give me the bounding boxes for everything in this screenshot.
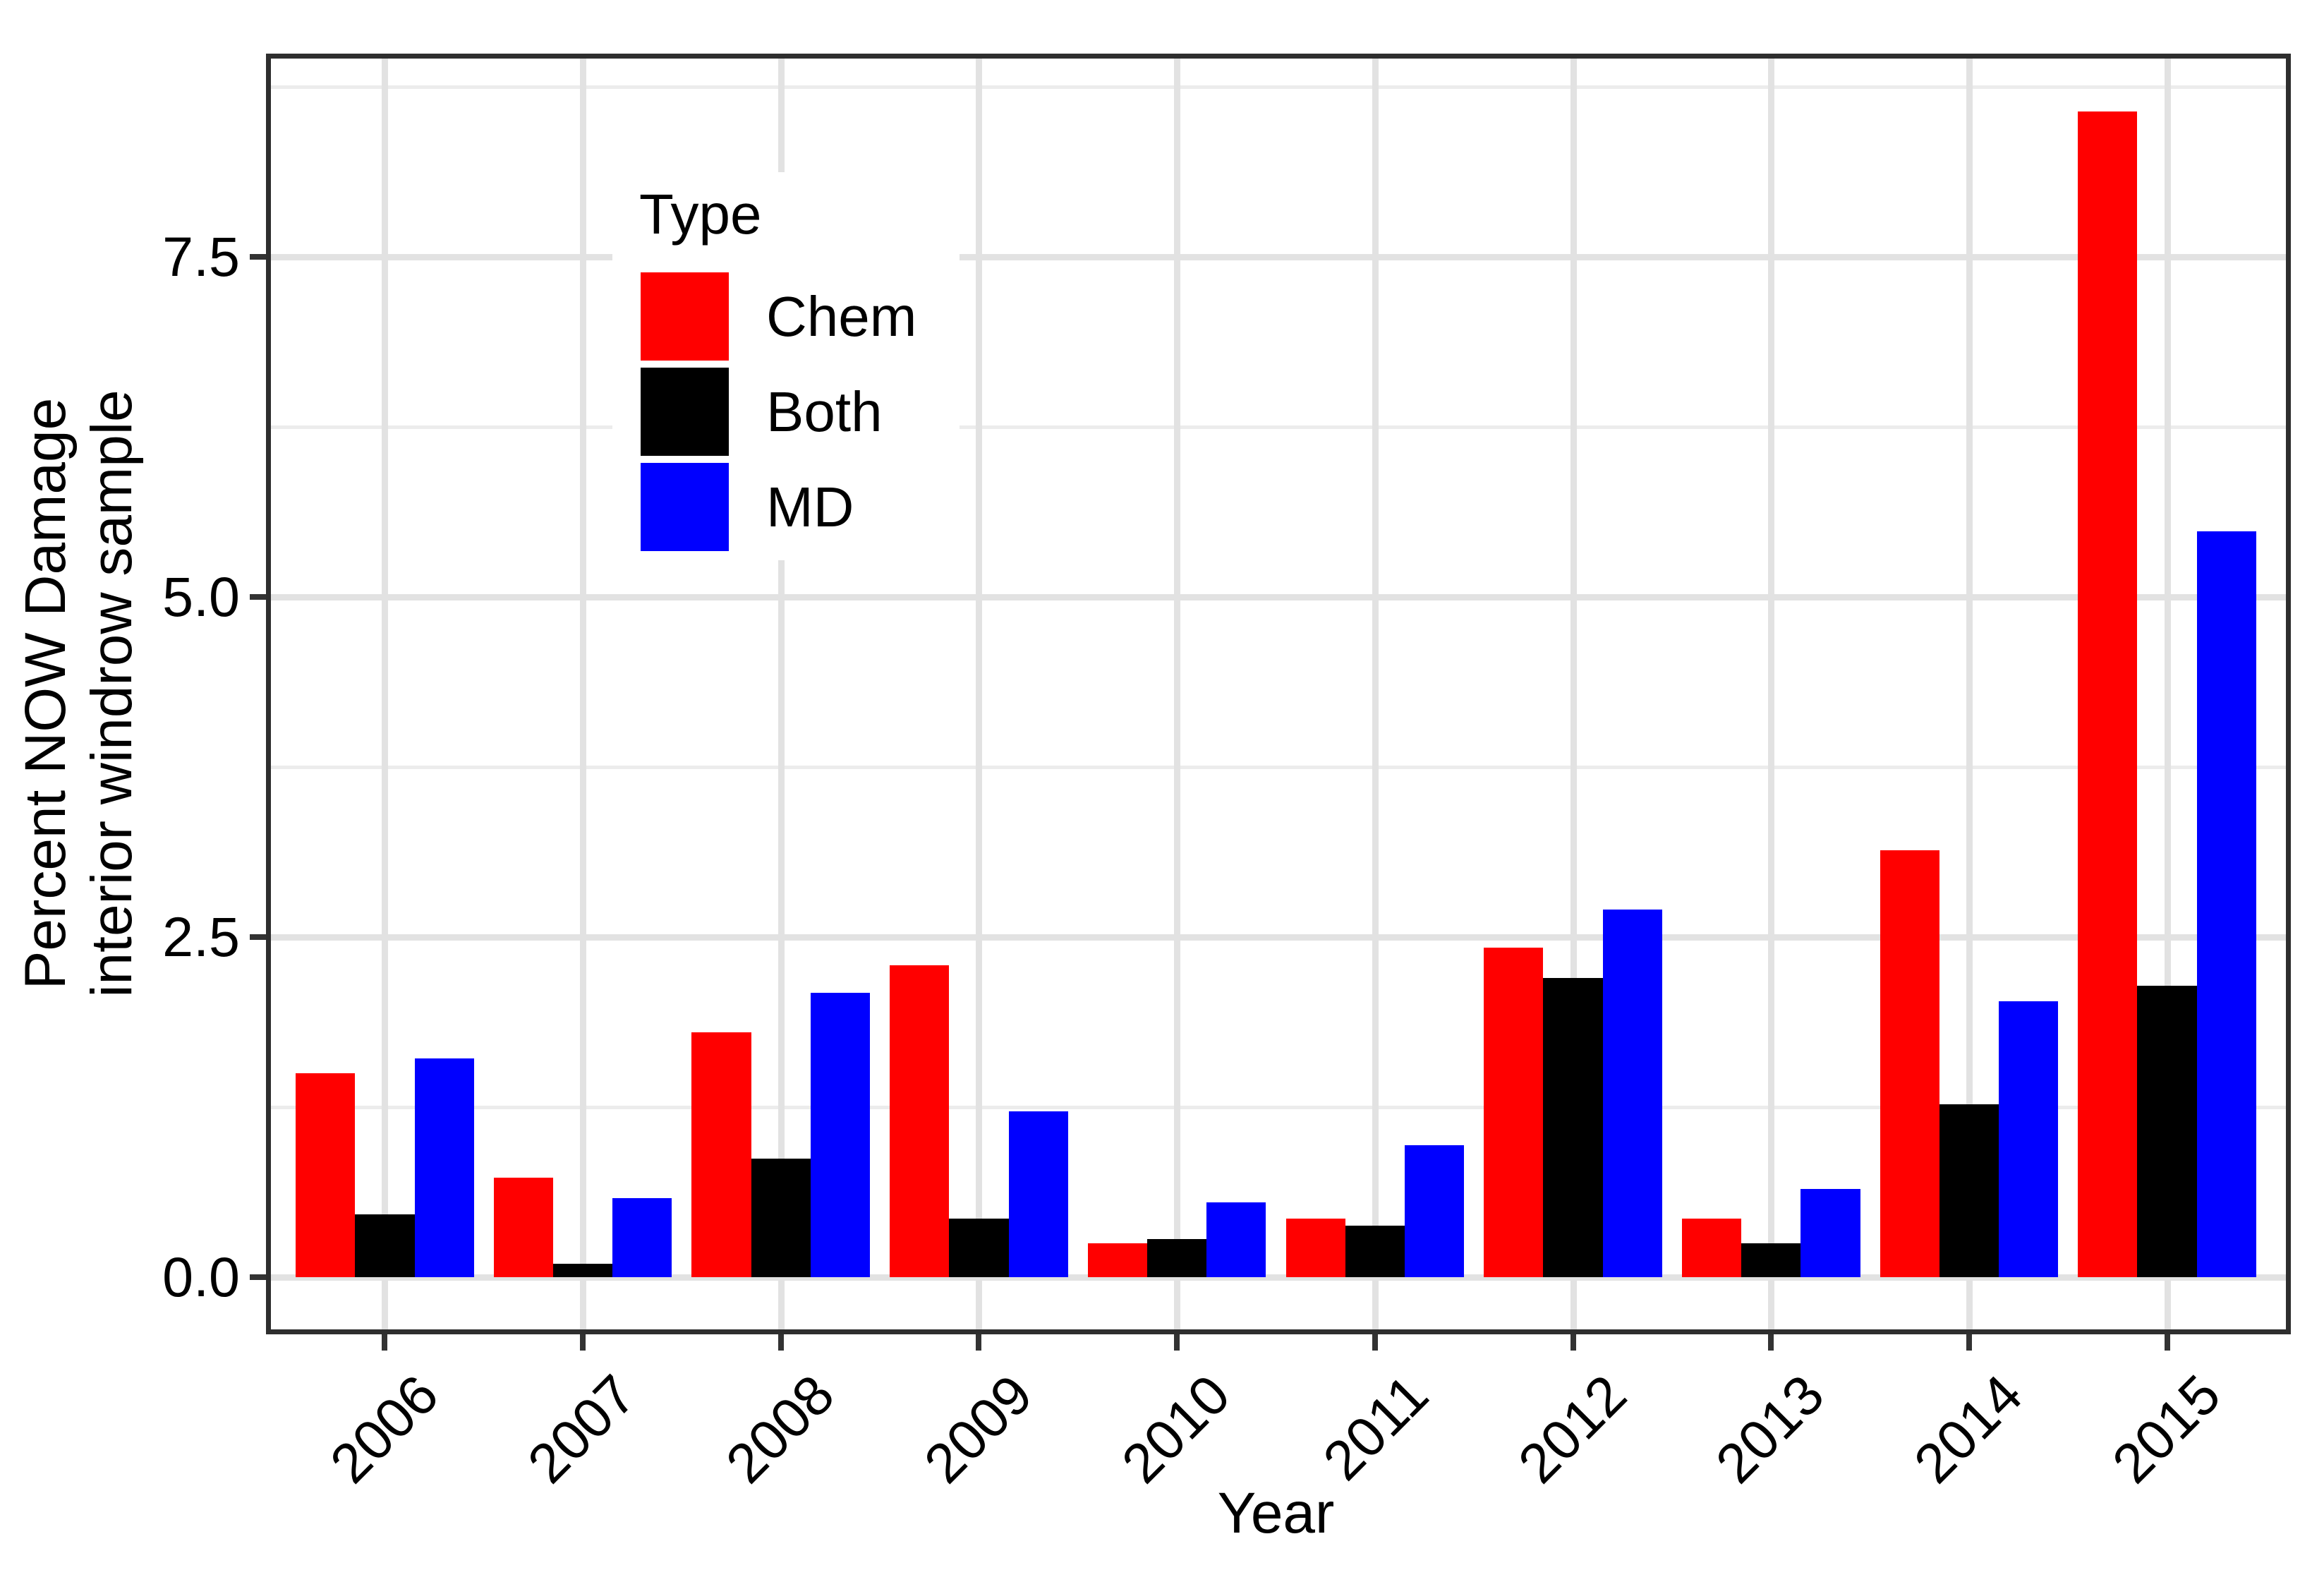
bar-2006-md [414, 1058, 474, 1277]
x-major-gridline [580, 59, 587, 1329]
bar-2011-both [1345, 1225, 1405, 1277]
y-minor-gridline [271, 1106, 2286, 1109]
y-major-gridline [271, 254, 2286, 260]
x-tick-label-2010: 2010 [1110, 1363, 1242, 1495]
x-major-gridline [382, 59, 389, 1329]
y-tick-label-5.0: 5.0 [162, 565, 240, 628]
y-axis-title: Percent NOW Damage interior windrow samp… [13, 390, 145, 997]
bar-2011-chem [1285, 1219, 1345, 1277]
x-tick-label-2009: 2009 [912, 1363, 1044, 1495]
legend-swatch-md [641, 463, 729, 551]
x-tick-mark [1966, 1334, 1972, 1351]
x-tick-label-2013: 2013 [1704, 1363, 1836, 1495]
bar-2014-chem [1880, 850, 1939, 1277]
y-tick-mark [250, 254, 266, 260]
y-minor-gridline [271, 425, 2286, 429]
x-tick-mark [1768, 1334, 1774, 1351]
legend-entry-md: MD [641, 463, 937, 551]
bar-2015-both [2137, 986, 2197, 1277]
x-major-gridline [976, 59, 983, 1329]
y-tick-label-7.5: 7.5 [162, 225, 240, 288]
bar-2015-md [2196, 531, 2256, 1277]
x-major-gridline [1768, 59, 1775, 1329]
x-major-gridline [1372, 59, 1379, 1329]
bar-2010-both [1147, 1239, 1207, 1277]
bar-2007-both [552, 1263, 613, 1277]
x-tick-label-2007: 2007 [516, 1363, 648, 1495]
legend-swatch-chem [641, 272, 729, 361]
bar-2013-both [1741, 1243, 1801, 1277]
bar-2008-md [810, 993, 871, 1277]
y-major-gridline [271, 1274, 2286, 1281]
y-tick-label-0.0: 0.0 [162, 1245, 240, 1308]
bar-2009-chem [890, 965, 950, 1277]
bar-2013-chem [1681, 1219, 1742, 1277]
x-tick-label-2015: 2015 [2100, 1363, 2232, 1495]
x-tick-label-2014: 2014 [1901, 1363, 2035, 1495]
bar-2012-chem [1484, 948, 1544, 1277]
x-tick-mark [382, 1334, 388, 1351]
x-tick-mark [580, 1334, 586, 1351]
x-tick-mark [777, 1334, 784, 1351]
legend-swatch-both [641, 368, 729, 456]
bar-2007-chem [493, 1178, 553, 1277]
x-tick-mark [2164, 1334, 2170, 1351]
bar-2011-md [1404, 1145, 1465, 1277]
x-tick-label-2011: 2011 [1310, 1363, 1440, 1492]
bar-2014-both [1939, 1104, 1999, 1277]
x-tick-label-2006: 2006 [317, 1363, 450, 1495]
legend-entry-chem: Chem [641, 272, 937, 361]
y-tick-mark [250, 594, 266, 600]
y-axis-title-line-2: interior windrow sample [80, 390, 144, 998]
y-minor-gridline [271, 766, 2286, 769]
x-tick-mark [1174, 1334, 1180, 1351]
x-tick-label-2012: 2012 [1506, 1363, 1638, 1495]
legend-label-chem: Chem [766, 284, 917, 348]
x-tick-label-2008: 2008 [713, 1363, 846, 1495]
x-major-gridline [1174, 59, 1181, 1329]
x-tick-mark [976, 1334, 982, 1351]
legend-entry-both: Both [641, 368, 937, 456]
x-axis-title: Year [1217, 1481, 1335, 1545]
bar-2006-chem [296, 1073, 356, 1277]
y-minor-gridline [271, 85, 2286, 89]
y-tick-label-2.5: 2.5 [162, 905, 240, 968]
bar-2007-md [612, 1198, 672, 1277]
x-major-gridline [1966, 59, 1973, 1329]
bar-2009-both [949, 1219, 1009, 1277]
y-axis-title-line-1: Percent NOW Damage [13, 397, 78, 990]
y-tick-mark [250, 1274, 266, 1280]
bar-2012-md [1602, 910, 1662, 1277]
y-major-gridline [271, 934, 2286, 941]
x-major-gridline [1570, 59, 1577, 1329]
x-tick-mark [1372, 1334, 1378, 1351]
bar-2013-md [1801, 1188, 1860, 1277]
legend: Type Chem Both MD [612, 172, 960, 560]
x-major-gridline [2164, 59, 2171, 1329]
bar-2010-chem [1087, 1243, 1148, 1277]
x-tick-mark [1570, 1334, 1576, 1351]
legend-label-both: Both [766, 380, 883, 443]
bar-2012-both [1543, 977, 1603, 1277]
bar-2008-both [751, 1159, 811, 1277]
y-major-gridline [271, 594, 2286, 600]
bar-2008-chem [691, 1032, 751, 1277]
bar-2006-both [355, 1214, 415, 1277]
legend-label-md: MD [766, 475, 854, 538]
legend-title: Type [639, 183, 762, 246]
y-tick-mark [250, 934, 266, 940]
bar-2009-md [1008, 1111, 1068, 1277]
bar-2015-chem [2078, 111, 2138, 1277]
x-major-gridline [777, 59, 785, 1329]
bar-2010-md [1206, 1202, 1266, 1277]
bar-2014-md [1999, 1001, 2059, 1277]
